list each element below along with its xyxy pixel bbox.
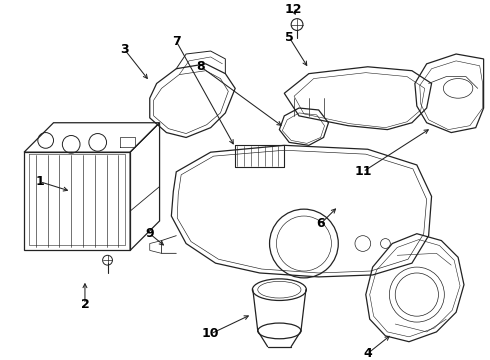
Text: 2: 2 [80, 298, 89, 311]
Text: 8: 8 [196, 60, 205, 73]
Text: 3: 3 [120, 42, 128, 55]
Text: 5: 5 [285, 31, 294, 44]
Text: 7: 7 [172, 35, 181, 48]
Text: 9: 9 [146, 227, 154, 240]
Text: 11: 11 [354, 165, 371, 178]
Text: 4: 4 [364, 347, 372, 360]
Text: 6: 6 [317, 217, 325, 230]
Text: 1: 1 [35, 175, 44, 188]
Text: 12: 12 [284, 3, 302, 16]
Text: 10: 10 [202, 327, 220, 340]
